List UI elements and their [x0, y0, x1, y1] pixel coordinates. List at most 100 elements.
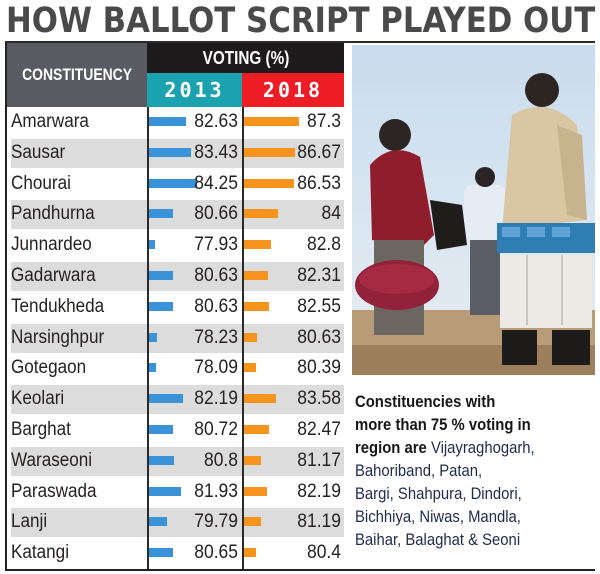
row-background	[11, 508, 344, 538]
value-2013: 80.63	[194, 264, 238, 286]
constituency-name: Junnardeo	[11, 234, 92, 256]
value-2018: 86.67	[297, 141, 341, 163]
value-2013: 82.63	[194, 111, 238, 132]
caption-text: Vijayraghogarh,	[430, 439, 535, 457]
constituency-name: Narsinghpur	[11, 326, 105, 348]
caption-line: region are Vijayraghogarh,	[355, 437, 571, 460]
constituency-name: Pandhurna	[11, 203, 95, 225]
title-divider	[5, 41, 595, 43]
constituency-name: Waraseoni	[11, 449, 93, 471]
bar-2013	[148, 117, 186, 126]
table-row: Gadarwara 80.63 82.31	[7, 261, 344, 292]
bar-2018	[244, 332, 258, 342]
row-background	[11, 323, 344, 353]
table-row: Gotegaon 78.09 80.39	[7, 353, 344, 384]
bar-2018	[244, 240, 271, 250]
header-year-2013: 2013	[147, 73, 242, 107]
constituency-name: Sausar	[11, 141, 66, 163]
bar-2013	[148, 363, 156, 373]
bar-2013	[148, 455, 174, 465]
value-2013: 80.66	[194, 203, 238, 225]
value-2018: 80.39	[297, 357, 341, 379]
value-2018: 80.63	[297, 326, 341, 348]
caption-text: Bargi, Shahpura, Dindori,	[355, 485, 522, 503]
row-background	[11, 261, 344, 291]
bar-2013	[148, 424, 174, 434]
page-title: HOW BALLOT SCRIPT PLAYED OUT	[6, 1, 596, 41]
value-2013: 77.93	[194, 234, 238, 256]
value-2013: 80.72	[194, 418, 238, 440]
value-2013: 84.25	[194, 172, 238, 194]
constituency-name: Gotegaon	[11, 357, 87, 379]
table-body: Amarwara 82.63 87.3 Sausar 83.43 86.67 Chourai…	[7, 107, 344, 569]
bar-2013	[148, 270, 173, 280]
row-background	[11, 200, 344, 230]
caption-text: Bahoriband, Patan,	[355, 462, 483, 480]
value-2013: 83.43	[194, 141, 238, 163]
caption-line: more than 75 % voting in	[355, 414, 571, 437]
bar-2018	[244, 548, 256, 558]
table-row: Junnardeo 77.93 82.8	[7, 230, 344, 261]
bar-2018	[244, 394, 276, 404]
column-divider	[242, 107, 244, 571]
caption-line: Bahoriband, Patan,	[355, 460, 571, 483]
photo-evm-officials	[352, 45, 595, 375]
value-2018: 86.53	[297, 172, 341, 194]
value-2018: 82.55	[297, 295, 341, 317]
caption: Constituencies with more than 75 % votin…	[355, 391, 595, 552]
bar-2018	[244, 117, 300, 126]
constituency-name: Lanji	[11, 511, 48, 533]
table-row: Amarwara 82.63 87.3	[7, 107, 344, 138]
value-2013: 78.23	[194, 326, 238, 348]
header-voting-label: VOTING (%)	[202, 47, 289, 68]
value-2013: 80.8	[203, 449, 238, 471]
bar-2018	[244, 147, 296, 157]
bar-2013	[148, 517, 168, 527]
caption-line: Bichhiya, Niwas, Mandla,	[355, 506, 571, 529]
table-row: Waraseoni 80.8 81.17	[7, 446, 344, 477]
bar-2013	[148, 147, 192, 157]
bar-2018	[244, 424, 269, 434]
value-2018: 82.8	[306, 234, 341, 256]
voting-table: CONSTITUENCY VOTING (%) 2013 2018 Amarwa…	[5, 43, 344, 571]
bar-2013	[148, 240, 155, 250]
header-constituency-label: CONSTITUENCY	[22, 65, 132, 84]
value-2018: 82.19	[297, 480, 341, 502]
value-2013: 81.93	[194, 480, 238, 502]
value-2018: 83.58	[297, 388, 341, 410]
bar-2018	[244, 486, 268, 496]
bar-2018	[244, 270, 268, 280]
value-2013: 80.65	[194, 542, 238, 564]
caption-text: Baihar, Balaghat & Seoni	[355, 531, 521, 549]
bar-2018	[244, 363, 256, 373]
caption-bold: region are	[355, 439, 431, 457]
constituency-name: Gadarwara	[11, 264, 96, 286]
constituency-name: Chourai	[11, 172, 71, 194]
table-row: Sausar 83.43 86.67	[7, 138, 344, 169]
bar-2018	[244, 178, 295, 188]
photo-illustration	[352, 45, 595, 375]
value-2013: 78.09	[194, 357, 238, 379]
table-row: Tendukheda 80.63 82.55	[7, 292, 344, 323]
bar-2013	[148, 332, 157, 342]
bar-2013	[148, 178, 197, 188]
bottom-divider	[5, 569, 595, 571]
bar-2018	[244, 301, 270, 311]
value-2018: 84	[321, 203, 341, 225]
bar-2018	[244, 455, 261, 465]
caption-line: Baihar, Balaghat & Seoni	[355, 529, 571, 552]
table-row: Katangi 80.65 80.4	[7, 538, 344, 569]
caption-line: Constituencies with	[355, 391, 571, 414]
caption-line: Bargi, Shahpura, Dindori,	[355, 483, 571, 506]
constituency-name: Paraswada	[11, 480, 97, 502]
constituency-name: Barghat	[11, 418, 71, 440]
table-row: Lanji 79.79 81.19	[7, 507, 344, 538]
bar-2013	[148, 486, 182, 496]
table-row: Paraswada 81.93 82.19	[7, 477, 344, 508]
caption-bold: more than 75 % voting in	[355, 416, 531, 434]
value-2018: 87.3	[306, 111, 341, 132]
bar-2018	[244, 209, 279, 219]
value-2018: 80.4	[306, 542, 341, 564]
table-row: Pandhurna 80.66 84	[7, 199, 344, 230]
table-row: Chourai 84.25 86.53	[7, 169, 344, 200]
